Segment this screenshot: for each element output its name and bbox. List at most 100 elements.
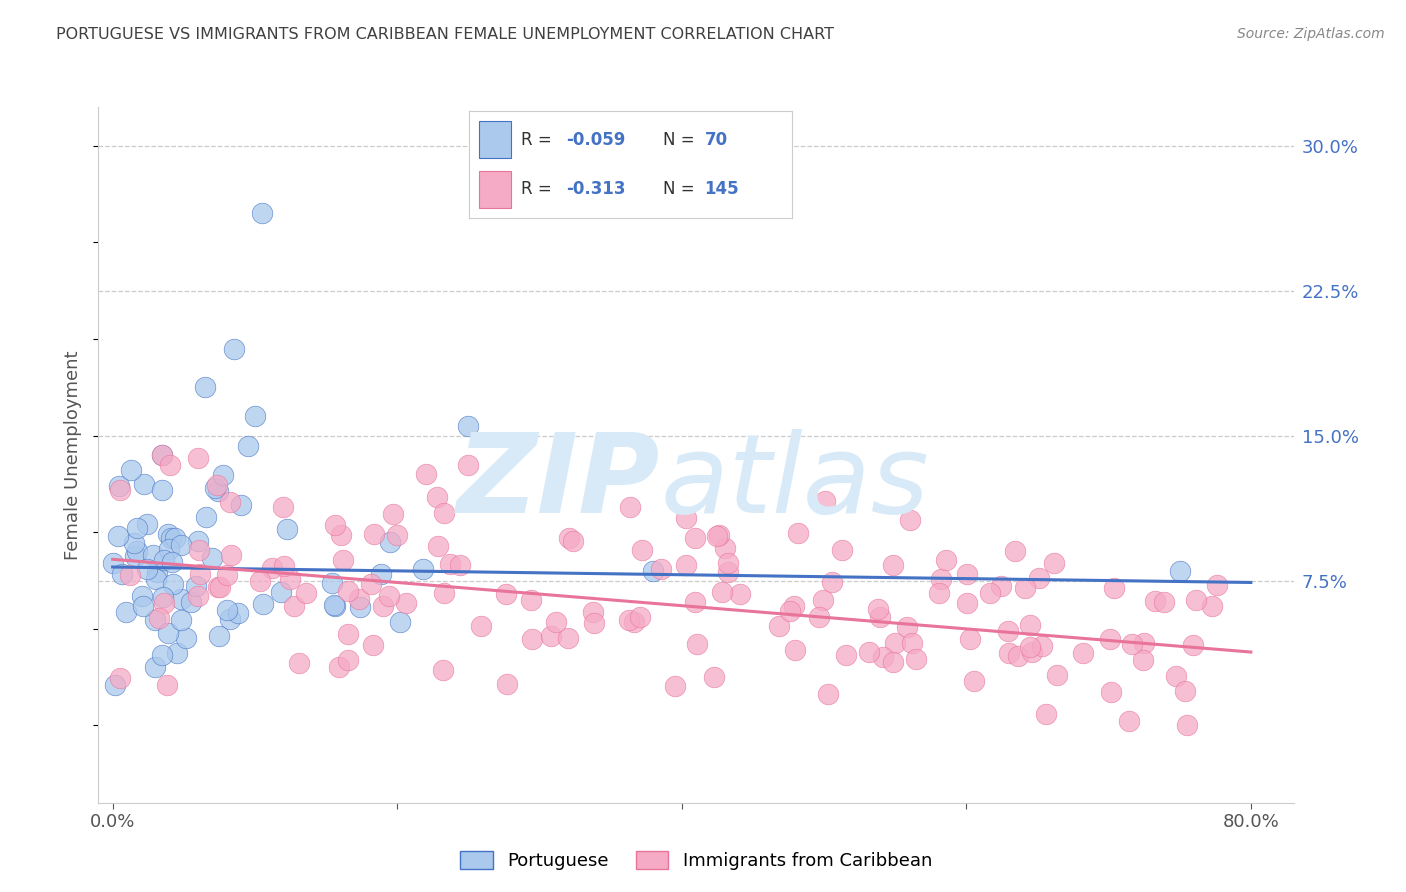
Immigrants from Caribbean	[217, 567, 239, 582]
Immigrants from Caribbean	[1046, 668, 1069, 682]
Text: N =: N =	[662, 180, 699, 198]
Immigrants from Caribbean	[209, 580, 232, 594]
Immigrants from Caribbean	[328, 659, 350, 673]
Immigrants from Caribbean	[153, 596, 176, 610]
Immigrants from Caribbean	[703, 670, 725, 684]
Immigrants from Caribbean	[562, 534, 585, 549]
Immigrants from Caribbean	[1019, 640, 1042, 654]
Portuguese	[124, 549, 146, 563]
Immigrants from Caribbean	[1185, 593, 1208, 607]
Immigrants from Caribbean	[120, 568, 142, 582]
Immigrants from Caribbean	[323, 518, 346, 533]
Immigrants from Caribbean	[785, 643, 807, 657]
Immigrants from Caribbean	[433, 506, 456, 520]
Immigrants from Caribbean	[190, 566, 212, 581]
Portuguese	[157, 625, 180, 640]
Immigrants from Caribbean	[768, 619, 790, 633]
Portuguese	[412, 562, 434, 576]
Portuguese	[145, 572, 167, 586]
Immigrants from Caribbean	[717, 565, 740, 579]
Portuguese	[194, 509, 217, 524]
Immigrants from Caribbean	[329, 528, 352, 542]
Immigrants from Caribbean	[882, 655, 904, 669]
Portuguese	[107, 529, 129, 543]
Immigrants from Caribbean	[378, 589, 401, 603]
Portuguese	[215, 603, 238, 617]
Immigrants from Caribbean	[583, 615, 606, 630]
Immigrants from Caribbean	[1028, 571, 1050, 585]
Portuguese	[323, 599, 346, 613]
Immigrants from Caribbean	[108, 671, 131, 685]
Immigrants from Caribbean	[928, 585, 950, 599]
Portuguese	[115, 605, 138, 619]
Immigrants from Caribbean	[711, 585, 734, 599]
Immigrants from Caribbean	[557, 631, 579, 645]
Portuguese	[252, 597, 274, 611]
Immigrants from Caribbean	[959, 632, 981, 646]
Immigrants from Caribbean	[650, 562, 672, 576]
Immigrants from Caribbean	[273, 559, 295, 574]
Immigrants from Caribbean	[628, 610, 651, 624]
Immigrants from Caribbean	[1101, 684, 1123, 698]
Immigrants from Caribbean	[683, 531, 706, 545]
Text: -0.059: -0.059	[565, 130, 626, 149]
Immigrants from Caribbean	[540, 629, 562, 643]
Immigrants from Caribbean	[148, 610, 170, 624]
Portuguese	[152, 448, 174, 462]
Immigrants from Caribbean	[332, 553, 354, 567]
Immigrants from Caribbean	[779, 604, 801, 618]
Immigrants from Caribbean	[432, 663, 454, 677]
Immigrants from Caribbean	[1004, 543, 1026, 558]
Immigrants from Caribbean	[287, 656, 309, 670]
Immigrants from Caribbean	[382, 507, 405, 521]
Immigrants from Caribbean	[371, 599, 394, 613]
Portuguese	[1168, 564, 1191, 578]
Immigrants from Caribbean	[630, 543, 652, 558]
Portuguese	[186, 534, 208, 549]
Immigrants from Caribbean	[1014, 581, 1036, 595]
Portuguese	[153, 553, 176, 567]
Immigrants from Caribbean	[336, 653, 359, 667]
Immigrants from Caribbean	[706, 529, 728, 543]
Immigrants from Caribbean	[931, 572, 953, 586]
Portuguese	[108, 479, 131, 493]
Portuguese	[152, 590, 174, 604]
Immigrants from Caribbean	[808, 610, 831, 624]
Portuguese	[229, 498, 252, 512]
Portuguese	[201, 551, 224, 566]
Immigrants from Caribbean	[882, 558, 904, 572]
Portuguese	[145, 660, 167, 674]
Immigrants from Caribbean	[295, 586, 318, 600]
Immigrants from Caribbean	[218, 494, 240, 508]
Legend: Portuguese, Immigrants from Caribbean: Portuguese, Immigrants from Caribbean	[453, 844, 939, 877]
Immigrants from Caribbean	[872, 649, 894, 664]
Immigrants from Caribbean	[360, 576, 382, 591]
Immigrants from Caribbean	[1118, 714, 1140, 728]
Portuguese	[132, 477, 155, 491]
Immigrants from Caribbean	[1102, 581, 1125, 595]
Immigrants from Caribbean	[869, 610, 891, 624]
Immigrants from Caribbean	[858, 645, 880, 659]
Portuguese	[208, 629, 231, 643]
Portuguese	[643, 564, 665, 578]
Y-axis label: Female Unemployment: Female Unemployment	[65, 351, 83, 559]
Immigrants from Caribbean	[249, 574, 271, 589]
Portuguese	[165, 531, 187, 545]
Immigrants from Caribbean	[1132, 653, 1154, 667]
Portuguese	[226, 606, 249, 620]
Immigrants from Caribbean	[495, 677, 517, 691]
Immigrants from Caribbean	[619, 613, 641, 627]
Immigrants from Caribbean	[1174, 683, 1197, 698]
Text: R =: R =	[520, 180, 557, 198]
Immigrants from Caribbean	[623, 615, 645, 630]
Bar	[478, 121, 510, 158]
Portuguese	[166, 646, 188, 660]
Immigrants from Caribbean	[187, 451, 209, 466]
Immigrants from Caribbean	[675, 558, 697, 573]
Immigrants from Caribbean	[156, 678, 179, 692]
Immigrants from Caribbean	[1164, 669, 1187, 683]
Portuguese	[211, 468, 233, 483]
Portuguese	[131, 599, 153, 614]
Portuguese	[276, 522, 298, 536]
Immigrants from Caribbean	[821, 574, 844, 589]
